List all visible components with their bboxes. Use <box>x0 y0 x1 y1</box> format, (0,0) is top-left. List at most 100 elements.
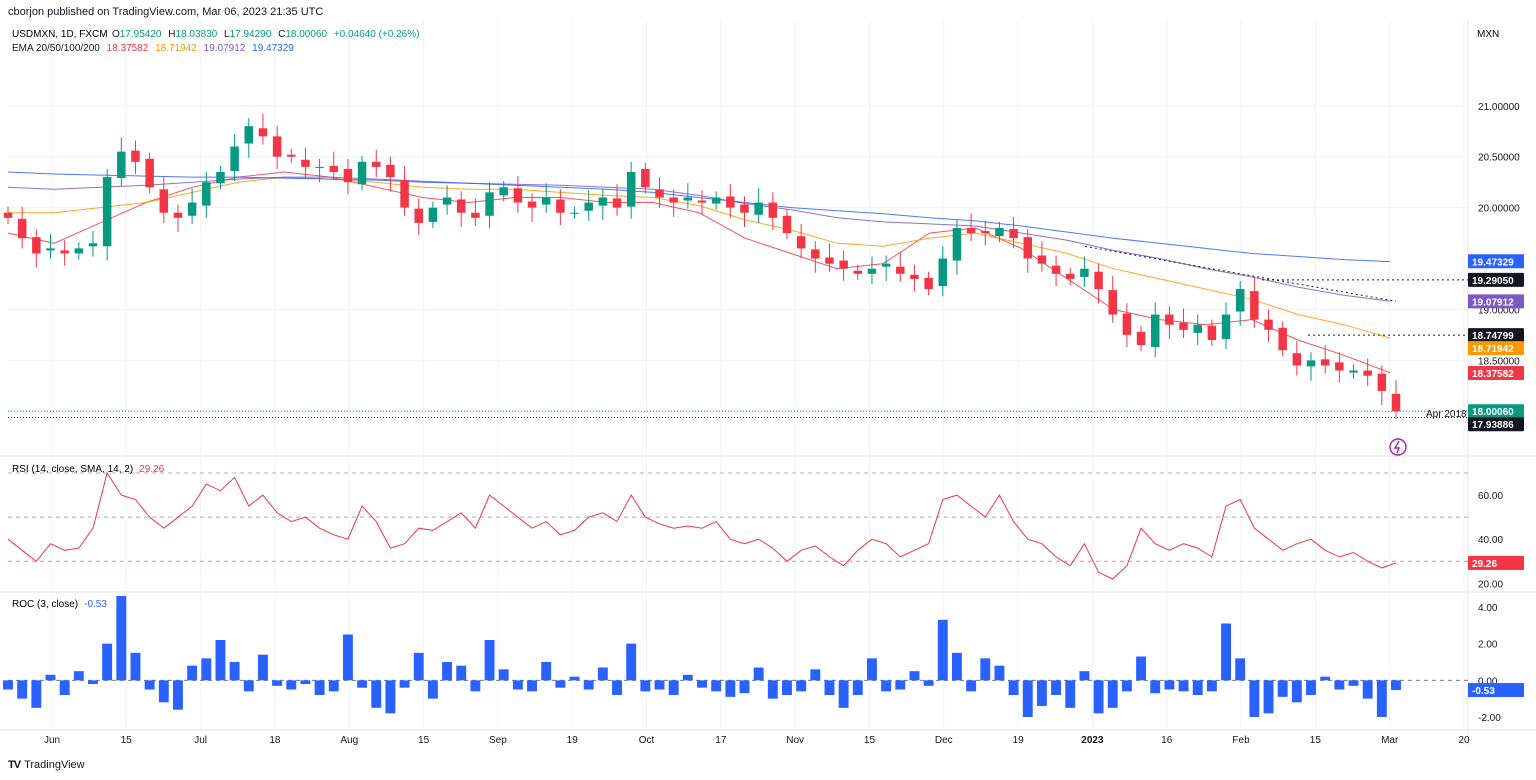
price-label-box <box>1468 366 1524 381</box>
candle-body <box>258 128 268 137</box>
candle-body <box>626 172 636 207</box>
price-tick: 19.00000 <box>1478 305 1520 316</box>
roc-bar <box>1178 680 1189 692</box>
roc-current: -0.53 <box>84 599 107 610</box>
ema200-value: 19.47329 <box>252 43 294 54</box>
price-tick: 20.00000 <box>1478 204 1520 215</box>
candle-body <box>598 197 608 206</box>
roc-bar <box>697 680 707 688</box>
time-tick: 19 <box>567 735 579 746</box>
ema50-line <box>8 176 1391 339</box>
candle-body <box>1094 271 1103 290</box>
annotation-label: Apr 2018 <box>1426 409 1467 420</box>
low-label: L <box>224 29 230 40</box>
roc-bar <box>130 652 141 681</box>
candle-body <box>655 189 664 198</box>
time-tick: Nov <box>786 735 804 746</box>
roc-bar <box>187 665 198 681</box>
candle-body <box>711 197 721 204</box>
price-axis[interactable]: 21.00000 20.50000 20.00000 19.00000 18.50000… <box>1478 102 1520 724</box>
price-label-box <box>1468 404 1524 419</box>
roc-bar <box>215 640 226 681</box>
candle-body <box>853 270 863 274</box>
candle-body <box>88 243 98 247</box>
roc-bar <box>980 658 991 681</box>
price-label-text: 18.74799 <box>1472 331 1514 342</box>
roc-bar <box>895 680 906 690</box>
time-tick: 19 <box>1013 735 1025 746</box>
price-labels: 19.47329 19.29050 19.07912 18.74799 18.71942… <box>1468 254 1524 698</box>
roc-bar <box>711 680 722 692</box>
roc-tick: -2.00 <box>1478 713 1501 724</box>
roc-bar <box>1051 680 1062 695</box>
candle-body <box>145 158 154 188</box>
candle-body <box>896 266 905 274</box>
roc-label-text: -0.53 <box>1472 686 1495 697</box>
roc-bar <box>527 680 537 692</box>
price-label-text: 19.29050 <box>1472 276 1514 287</box>
roc-bar <box>753 667 764 681</box>
candle-body <box>1235 289 1245 312</box>
price-label-box <box>1468 341 1524 356</box>
price-label-box <box>1468 294 1524 309</box>
candle-body <box>995 228 1004 237</box>
roc-bar <box>1164 680 1175 690</box>
candle-body <box>966 228 976 234</box>
candle-body <box>1179 322 1188 330</box>
roc-bar <box>45 674 56 681</box>
candle-body <box>669 197 678 203</box>
high-label: H <box>168 29 175 40</box>
replay-icon[interactable] <box>1389 438 1407 456</box>
roc-bar <box>1206 680 1217 692</box>
roc-bar <box>767 680 778 699</box>
rsi-bands <box>8 472 1468 562</box>
candle-body <box>1335 362 1344 371</box>
roc-bar <box>796 680 807 692</box>
roc-bar <box>357 680 368 688</box>
roc-bar <box>399 680 410 688</box>
symbol-title: USDMXN, 1D, FXCM <box>12 29 108 40</box>
roc-bar <box>612 680 622 695</box>
roc-bar <box>1306 680 1316 695</box>
change-value: +0.04640 (+0.26%) <box>334 29 420 40</box>
close-label: C <box>278 29 285 40</box>
rsi-current: 29.26 <box>139 464 164 475</box>
candle-body <box>102 177 112 247</box>
candle-body <box>216 172 225 184</box>
roc-title: ROC (3, close) <box>12 599 78 610</box>
candle-body <box>159 189 169 213</box>
candle-body <box>1250 291 1259 320</box>
trendlines <box>8 245 1468 418</box>
roc-bar <box>1291 680 1302 703</box>
time-axis[interactable]: Jun 15 Jul 18 Aug 15 Sep 19 Oct 17 Nov 15 Dec 19 2023 1… <box>44 735 1470 746</box>
candle-body <box>867 268 877 274</box>
roc-bar <box>654 680 665 690</box>
roc-bar <box>668 680 679 695</box>
roc-bar <box>1348 680 1359 686</box>
candle-body <box>1009 229 1018 239</box>
roc-bar <box>1079 671 1090 681</box>
candle-body <box>697 200 707 203</box>
brand-name: TradingView <box>24 759 85 771</box>
roc-bar <box>427 680 438 699</box>
roc-legend: ROC (3, close) -0.53 <box>12 599 107 610</box>
candle-body <box>3 212 13 218</box>
roc-bar <box>824 680 835 695</box>
time-tick: Feb <box>1232 735 1250 746</box>
time-tick: 15 <box>418 735 430 746</box>
candle-body <box>782 215 792 234</box>
roc-bar <box>810 669 821 681</box>
candle-body <box>1122 313 1132 335</box>
roc-bar <box>1391 680 1401 691</box>
roc-bar <box>328 680 339 692</box>
candle-body <box>371 161 381 167</box>
candle-body <box>1108 290 1117 315</box>
candle-body <box>1292 353 1302 366</box>
roc-bar <box>1036 680 1047 706</box>
roc-bar <box>484 640 495 681</box>
candle-body <box>46 248 55 251</box>
candle-body <box>244 126 254 144</box>
roc-bar <box>1022 680 1033 717</box>
rsi-label-text: 29.26 <box>1472 559 1497 570</box>
